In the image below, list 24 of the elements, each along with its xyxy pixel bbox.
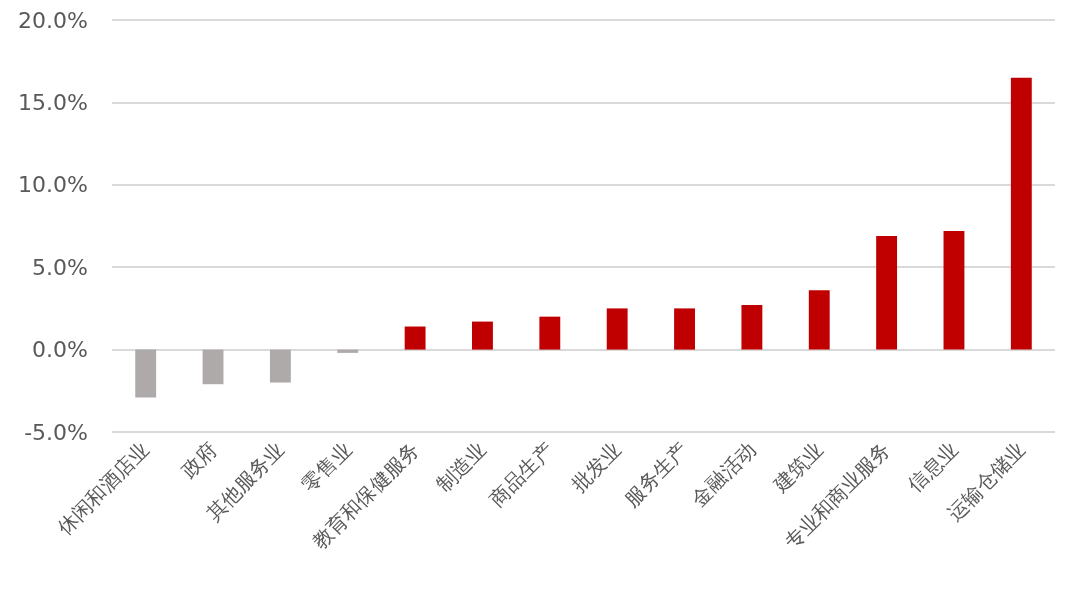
bar <box>135 349 157 398</box>
bar <box>876 235 898 350</box>
bar <box>539 316 561 350</box>
y-tick-label: -5.0% <box>24 419 88 445</box>
bar <box>606 308 628 350</box>
y-tick-label: 0.0% <box>32 337 88 363</box>
bar <box>404 326 426 350</box>
x-tick-label: 制造业 <box>431 437 491 497</box>
bar <box>943 230 965 350</box>
bar <box>202 349 224 385</box>
bar <box>808 290 830 350</box>
x-tick-label: 金融活动 <box>686 437 761 512</box>
x-tick-label: 政府 <box>176 437 222 483</box>
y-tick-label: 20.0% <box>18 7 88 33</box>
bar <box>741 305 763 350</box>
bar <box>269 349 291 383</box>
y-tick-label: 15.0% <box>18 89 88 115</box>
bar <box>472 321 493 350</box>
bar <box>1010 77 1032 350</box>
bar <box>337 349 359 353</box>
x-tick-label: 批发业 <box>566 437 626 497</box>
y-tick-label: 10.0% <box>18 172 88 198</box>
bar <box>674 308 695 350</box>
y-tick-label: 5.0% <box>32 254 88 280</box>
